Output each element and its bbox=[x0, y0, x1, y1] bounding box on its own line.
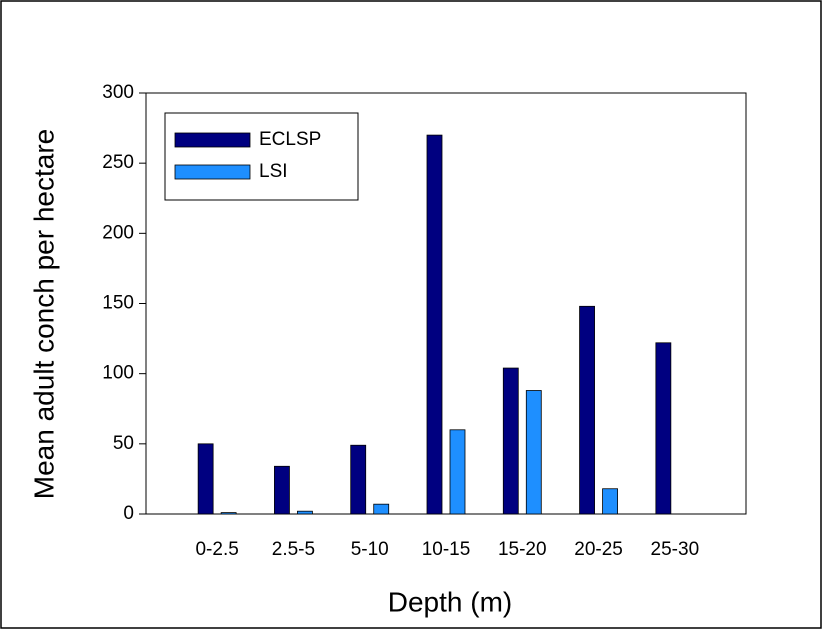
x-tick-label: 25-30 bbox=[651, 539, 700, 560]
y-tick-label: 50 bbox=[113, 433, 134, 454]
bar bbox=[449, 429, 466, 515]
y-tick-label: 250 bbox=[102, 152, 134, 173]
legend-box bbox=[164, 112, 359, 201]
bar bbox=[350, 444, 367, 515]
bar bbox=[502, 367, 519, 515]
bar bbox=[655, 342, 672, 515]
bar bbox=[525, 390, 542, 515]
x-tick-label: 10-15 bbox=[422, 539, 471, 560]
y-axis-label: Mean adult conch per hectare bbox=[28, 129, 59, 499]
y-tick-label: 200 bbox=[102, 222, 134, 243]
x-tick-label: 20-25 bbox=[574, 539, 623, 560]
x-tick-label: 5-10 bbox=[351, 539, 389, 560]
bar bbox=[197, 443, 214, 515]
y-tick-label: 0 bbox=[123, 503, 134, 524]
bar bbox=[220, 512, 237, 515]
bar bbox=[426, 134, 443, 515]
legend-swatch bbox=[174, 132, 251, 148]
bar bbox=[373, 503, 390, 515]
bar bbox=[274, 465, 290, 515]
x-axis-label: Depth (m) bbox=[388, 586, 512, 617]
legend-label: LSI bbox=[259, 161, 288, 182]
y-tick-label: 100 bbox=[102, 363, 134, 384]
bar bbox=[602, 488, 618, 515]
y-tick-label: 150 bbox=[102, 293, 134, 314]
y-tick-label: 300 bbox=[102, 82, 134, 103]
bar bbox=[297, 510, 313, 515]
x-tick-label: 15-20 bbox=[498, 539, 547, 560]
legend-label: ECLSP bbox=[259, 129, 321, 150]
legend-swatch bbox=[174, 164, 251, 180]
x-tick-label: 2.5-5 bbox=[272, 539, 315, 560]
bar bbox=[579, 305, 595, 515]
x-tick-label: 0-2.5 bbox=[195, 539, 238, 560]
